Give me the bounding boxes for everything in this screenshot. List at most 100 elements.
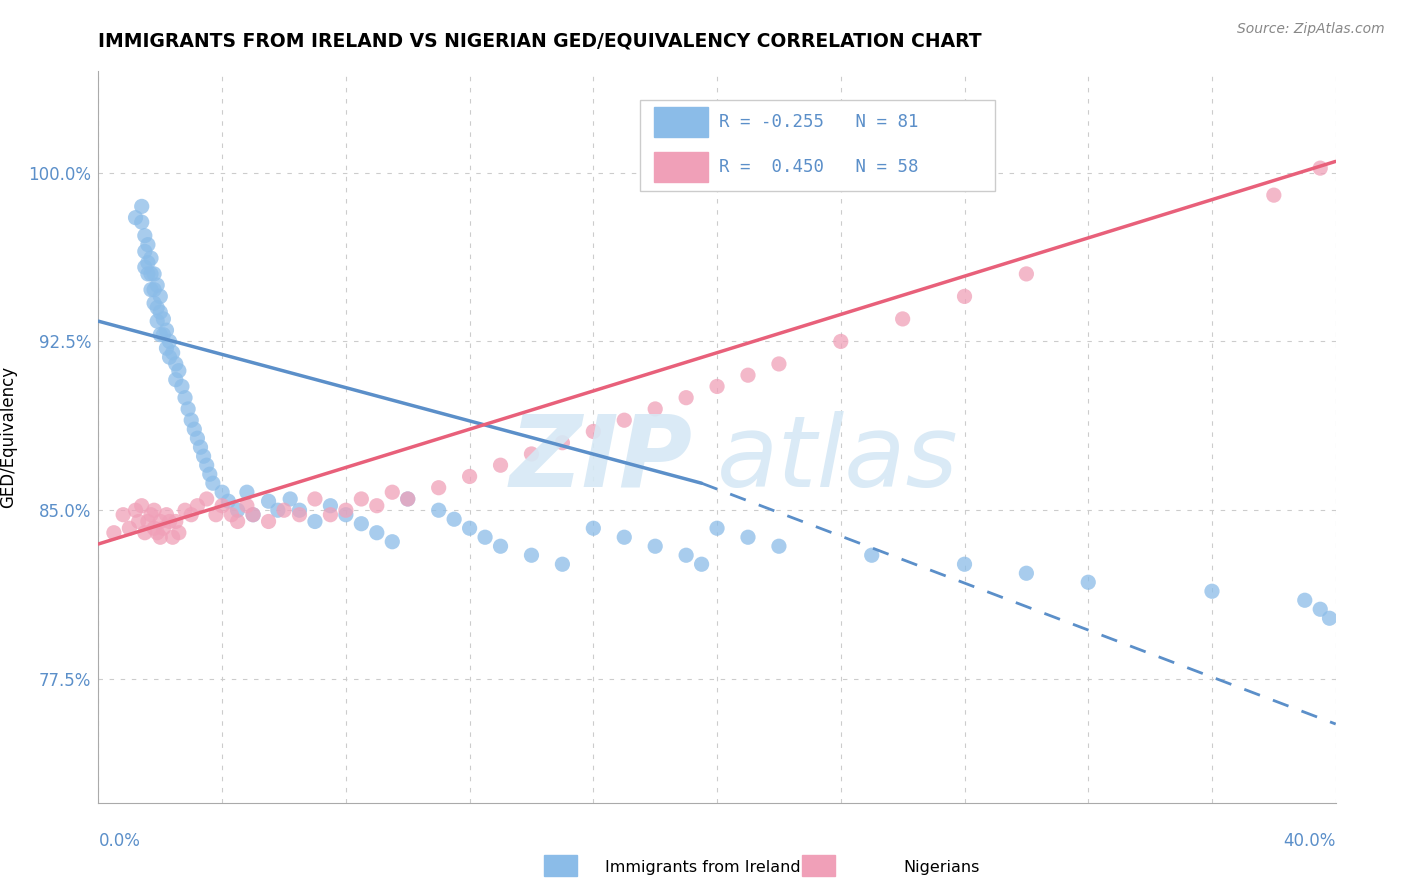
Point <box>706 521 728 535</box>
Point <box>149 327 172 342</box>
Point <box>143 283 166 297</box>
Point <box>159 515 181 529</box>
Point <box>768 539 790 553</box>
Point <box>198 467 221 482</box>
Point <box>165 515 187 529</box>
Point <box>146 525 169 540</box>
Point <box>474 530 496 544</box>
Point <box>131 199 153 213</box>
Point <box>257 494 280 508</box>
Point <box>458 469 481 483</box>
Point <box>427 481 450 495</box>
Point <box>195 491 218 506</box>
Point <box>551 558 574 572</box>
Text: IMMIGRANTS FROM IRELAND VS NIGERIAN GED/EQUIVALENCY CORRELATION CHART: IMMIGRANTS FROM IRELAND VS NIGERIAN GED/… <box>98 31 981 50</box>
Point <box>167 364 190 378</box>
Point <box>350 491 373 506</box>
Point <box>396 491 419 506</box>
Point <box>149 515 172 529</box>
Point <box>690 558 713 572</box>
Point <box>706 379 728 393</box>
Point <box>152 312 174 326</box>
Point <box>257 515 280 529</box>
Point <box>165 357 187 371</box>
Bar <box>654 108 707 137</box>
Point <box>139 508 162 522</box>
Point <box>489 539 512 553</box>
Point <box>891 312 914 326</box>
Point <box>860 548 883 562</box>
Text: 0.0%: 0.0% <box>98 832 141 850</box>
Point <box>155 508 177 522</box>
Point <box>124 211 146 225</box>
Point <box>134 244 156 259</box>
Text: Source: ZipAtlas.com: Source: ZipAtlas.com <box>1237 22 1385 37</box>
Point <box>1319 611 1341 625</box>
Point <box>139 251 162 265</box>
Point <box>381 485 404 500</box>
Point <box>644 539 666 553</box>
Point <box>162 530 184 544</box>
Point <box>131 215 153 229</box>
Point <box>1309 161 1331 175</box>
Point <box>134 228 156 243</box>
Point <box>1201 584 1223 599</box>
Point <box>1263 188 1285 202</box>
Point <box>366 499 388 513</box>
Point <box>134 525 156 540</box>
Point <box>242 508 264 522</box>
Point <box>149 289 172 303</box>
Point <box>458 521 481 535</box>
Point <box>217 494 239 508</box>
Point <box>335 508 357 522</box>
Point <box>136 237 159 252</box>
Point <box>186 499 208 513</box>
Point <box>183 422 205 436</box>
Point <box>1015 566 1038 581</box>
Point <box>139 267 162 281</box>
Point <box>1309 602 1331 616</box>
Point <box>211 485 233 500</box>
Point <box>186 431 208 445</box>
Point <box>675 391 697 405</box>
Text: atlas: atlas <box>717 410 959 508</box>
Point <box>170 379 193 393</box>
Point <box>319 508 342 522</box>
Point <box>190 440 212 454</box>
Point <box>159 334 181 349</box>
Point <box>236 499 259 513</box>
Point <box>236 485 259 500</box>
Point <box>278 491 301 506</box>
Point <box>131 499 153 513</box>
Point <box>242 508 264 522</box>
Point <box>180 508 202 522</box>
Point <box>174 391 197 405</box>
Point <box>177 401 200 416</box>
Point <box>551 435 574 450</box>
Text: R =  0.450   N = 58: R = 0.450 N = 58 <box>718 159 918 177</box>
Point <box>112 508 135 522</box>
Point <box>830 334 852 349</box>
Point <box>143 521 166 535</box>
Point <box>136 255 159 269</box>
Point <box>319 499 342 513</box>
Point <box>304 515 326 529</box>
Point <box>143 267 166 281</box>
Point <box>201 476 224 491</box>
Point <box>737 530 759 544</box>
Point <box>304 491 326 506</box>
FancyBboxPatch shape <box>640 100 994 191</box>
Point <box>152 521 174 535</box>
Point <box>335 503 357 517</box>
Text: Nigerians: Nigerians <box>904 860 980 874</box>
Point <box>582 425 605 439</box>
Point <box>136 267 159 281</box>
Point <box>613 413 636 427</box>
Point <box>644 401 666 416</box>
Point <box>1077 575 1099 590</box>
Text: Immigrants from Ireland: Immigrants from Ireland <box>605 860 801 874</box>
Point <box>381 534 404 549</box>
Point <box>953 558 976 572</box>
Point <box>582 521 605 535</box>
Point <box>226 503 249 517</box>
